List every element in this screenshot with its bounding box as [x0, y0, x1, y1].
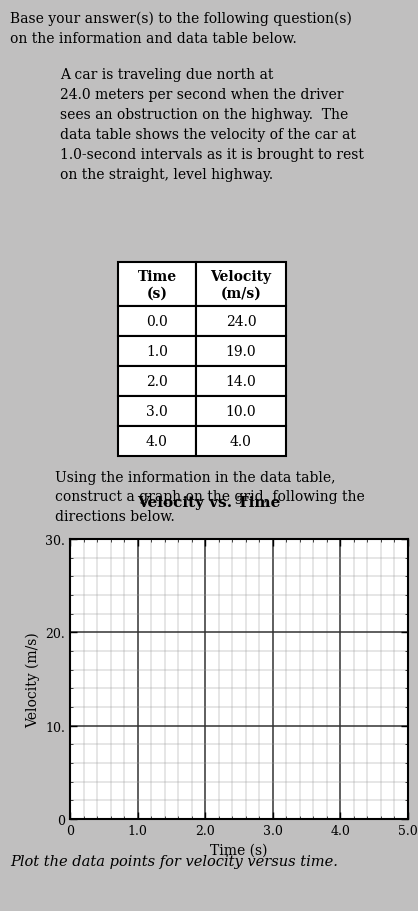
Text: Plot the data points for velocity versus time.: Plot the data points for velocity versus…	[10, 854, 338, 868]
Bar	[196, 426, 286, 456]
Text: A car is traveling due north at
24.0 meters per second when the driver
sees an o: A car is traveling due north at 24.0 met…	[60, 68, 364, 182]
Text: Time
(s): Time (s)	[138, 270, 176, 300]
Text: Base your answer(s) to the following question(s)
on the information and data tab: Base your answer(s) to the following que…	[10, 12, 352, 46]
Text: 10.0: 10.0	[226, 404, 256, 418]
Text: Velocity
(m/s): Velocity (m/s)	[210, 270, 272, 300]
Bar	[196, 337, 286, 366]
Text: 1.0: 1.0	[146, 344, 168, 359]
Text: 2.0: 2.0	[146, 374, 168, 389]
Bar	[118, 307, 196, 337]
Text: 19.0: 19.0	[226, 344, 256, 359]
Text: 0.0: 0.0	[146, 314, 168, 329]
Bar	[118, 262, 196, 307]
Text: 3.0: 3.0	[146, 404, 168, 418]
Bar	[196, 366, 286, 396]
X-axis label: Time (s): Time (s)	[210, 843, 268, 856]
Text: 4.0: 4.0	[230, 435, 252, 448]
Text: 4.0: 4.0	[146, 435, 168, 448]
Bar	[118, 396, 196, 426]
Text: Using the information in the data table,
construct a graph on the grid, followin: Using the information in the data table,…	[55, 470, 365, 524]
Bar	[196, 307, 286, 337]
Y-axis label: Velocity (m/s): Velocity (m/s)	[25, 631, 40, 727]
Bar	[196, 262, 286, 307]
Bar	[118, 337, 196, 366]
Text: 24.0: 24.0	[226, 314, 256, 329]
Bar	[118, 426, 196, 456]
Bar	[196, 396, 286, 426]
Text: Velocity vs. Time: Velocity vs. Time	[137, 496, 281, 509]
Bar	[118, 366, 196, 396]
Text: 14.0: 14.0	[226, 374, 256, 389]
